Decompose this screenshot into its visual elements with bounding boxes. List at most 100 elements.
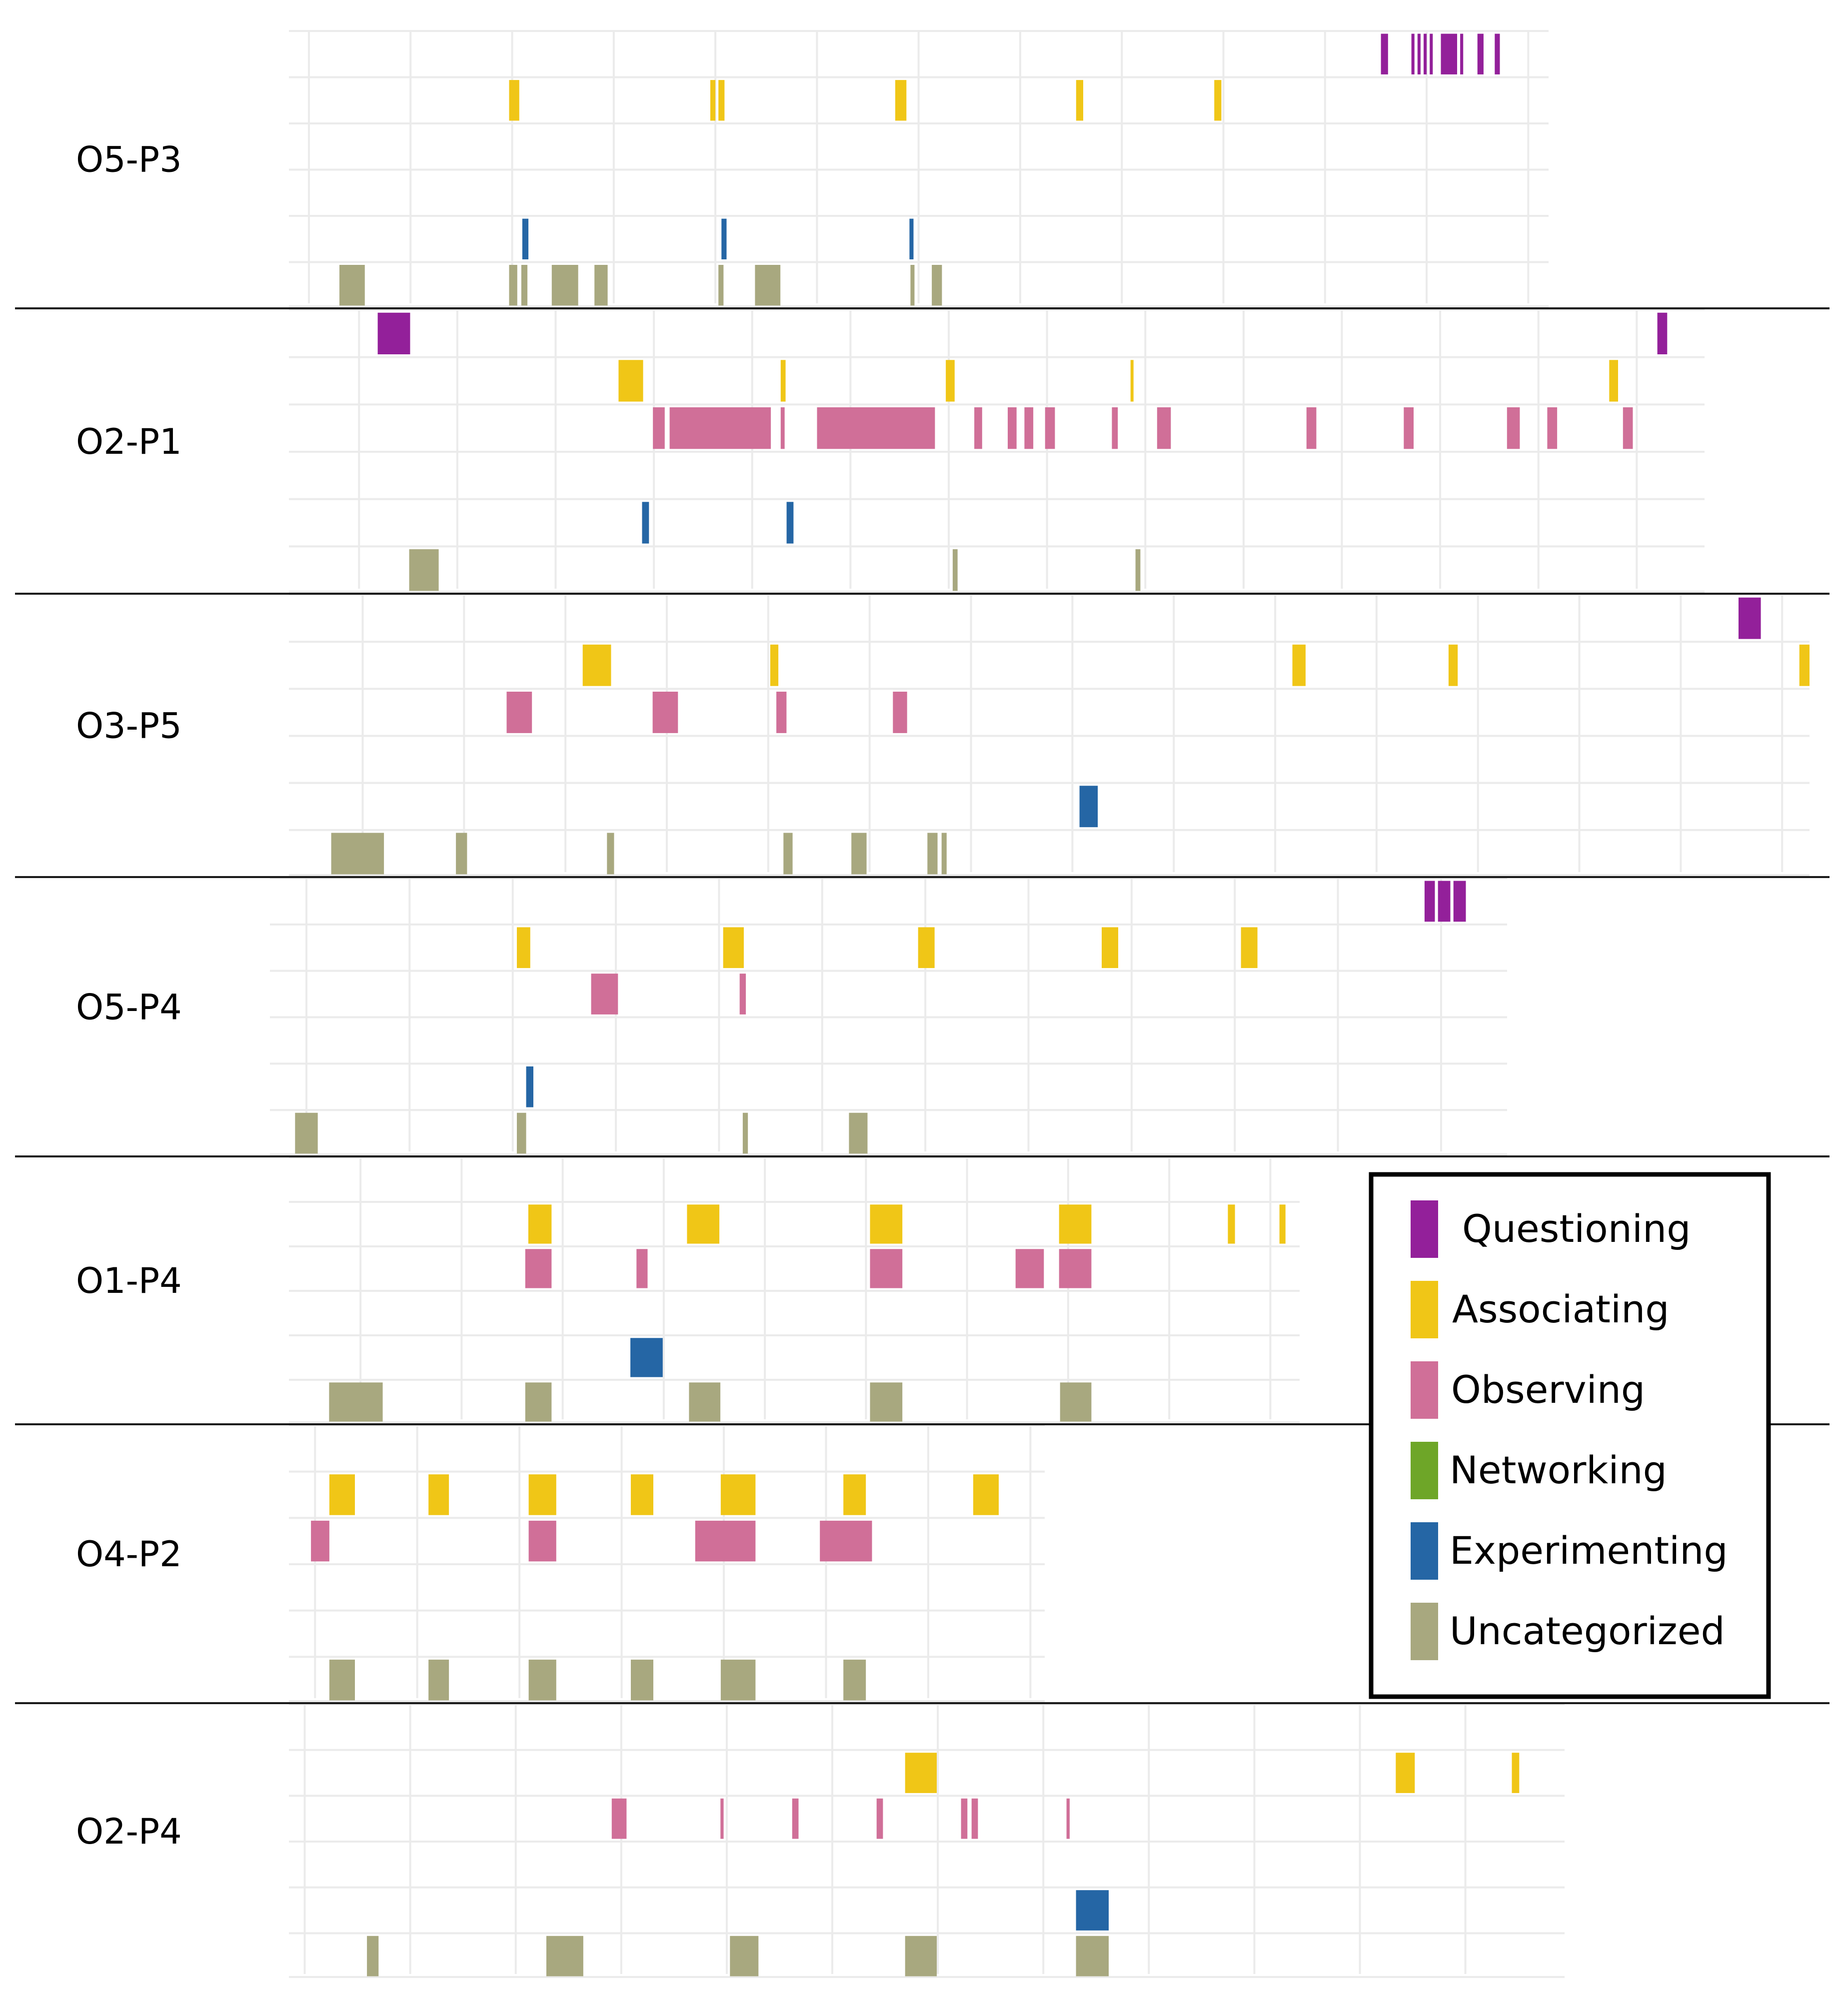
- event-bar-observing: [971, 1798, 978, 1839]
- event-bar-observing: [820, 1520, 872, 1562]
- event-bar-associating: [631, 1474, 653, 1515]
- event-bar-associating: [780, 360, 786, 402]
- event-bar-observing: [792, 1798, 799, 1839]
- event-bar-observing: [870, 1249, 903, 1288]
- event-bar-uncategorized: [329, 1659, 355, 1701]
- event-bar-questioning: [1411, 33, 1415, 74]
- event-bar-questioning: [1424, 881, 1435, 922]
- event-bar-uncategorized: [551, 265, 578, 306]
- legend-swatch-experimenting: [1411, 1522, 1438, 1580]
- event-bar-uncategorized: [783, 833, 793, 875]
- event-bar-observing: [1024, 407, 1034, 449]
- event-bar-questioning: [1430, 33, 1433, 74]
- event-bar-uncategorized: [409, 549, 439, 591]
- event-bar-uncategorized: [428, 1659, 449, 1701]
- event-bar-observing: [974, 407, 982, 449]
- event-bar-experimenting: [526, 1066, 533, 1107]
- event-bar-uncategorized: [941, 833, 947, 875]
- panel-o2-p1: O2-P1: [76, 309, 1705, 593]
- event-bar-associating: [1059, 1204, 1092, 1244]
- event-bar-associating: [1448, 644, 1458, 686]
- legend-label-uncategorized: Uncategorized: [1450, 1609, 1725, 1653]
- event-bar-observing: [591, 974, 618, 1014]
- event-bar-associating: [329, 1474, 355, 1515]
- event-bar-associating: [1130, 360, 1134, 402]
- event-bar-uncategorized: [528, 1659, 556, 1701]
- event-bar-observing: [893, 692, 907, 733]
- event-bar-uncategorized: [525, 1382, 552, 1422]
- event-bar-uncategorized: [456, 833, 467, 875]
- event-bar-uncategorized: [517, 1112, 526, 1154]
- event-bar-observing: [636, 1249, 648, 1288]
- event-bar-uncategorized: [521, 265, 528, 306]
- event-bar-uncategorized: [720, 1659, 756, 1701]
- event-bar-associating: [1396, 1753, 1415, 1793]
- event-bar-experimenting: [786, 502, 794, 544]
- event-bar-uncategorized: [849, 1112, 868, 1154]
- event-bar-questioning: [1424, 33, 1427, 74]
- panels: O5-P3 O2-P1 O3-P5 O5-P4 O1-P4 O4-P2 O2-P4: [76, 30, 1810, 1978]
- event-bar-associating: [720, 1474, 756, 1515]
- event-bar-questioning: [1441, 33, 1457, 74]
- row-label: O4-P2: [76, 1534, 182, 1575]
- row-label: O2-P4: [76, 1811, 182, 1852]
- event-bar-observing: [1306, 407, 1317, 449]
- event-bar-observing: [876, 1798, 883, 1839]
- event-bar-observing: [1507, 407, 1520, 449]
- event-bar-associating: [1512, 1753, 1520, 1793]
- event-bar-questioning: [1495, 33, 1500, 74]
- event-bar-associating: [710, 80, 716, 121]
- event-bar-observing: [780, 407, 785, 449]
- event-bar-associating: [718, 80, 725, 121]
- event-bar-associating: [973, 1474, 999, 1515]
- event-bar-observing: [720, 1798, 724, 1839]
- event-bar-associating: [428, 1474, 449, 1515]
- event-bar-uncategorized: [1060, 1382, 1092, 1422]
- event-bar-questioning: [1438, 881, 1451, 922]
- event-bar-observing: [1112, 407, 1118, 449]
- event-bar-uncategorized: [367, 1936, 379, 1977]
- event-bar-observing: [669, 407, 771, 449]
- event-bar-experimenting: [1079, 786, 1098, 828]
- legend-label-associating: Associating: [1452, 1287, 1669, 1331]
- event-bar-experimenting: [630, 1338, 663, 1377]
- event-bar-observing: [311, 1520, 329, 1562]
- event-bar-uncategorized: [952, 549, 958, 591]
- event-bar-associating: [723, 927, 744, 969]
- event-bar-associating: [517, 927, 530, 969]
- event-bar-associating: [1241, 927, 1258, 969]
- event-bar-associating: [1292, 644, 1306, 686]
- event-bar-observing: [611, 1798, 627, 1839]
- event-bar-observing: [1547, 407, 1558, 449]
- event-bar-uncategorized: [932, 265, 942, 306]
- event-bar-questioning: [1460, 33, 1464, 74]
- event-bar-observing: [961, 1798, 968, 1839]
- event-bar-observing: [653, 407, 665, 449]
- event-bar-observing: [1066, 1798, 1070, 1839]
- event-bar-observing: [776, 692, 787, 733]
- event-bar-observing: [528, 1520, 556, 1562]
- event-bar-uncategorized: [509, 265, 517, 306]
- event-bar-observing: [1008, 407, 1017, 449]
- event-bar-observing: [695, 1520, 756, 1562]
- row-label: O2-P1: [76, 421, 182, 462]
- event-bar-associating: [528, 1474, 556, 1515]
- legend: Questioning Associating Observing Networ…: [1369, 1172, 1771, 1699]
- event-bar-experimenting: [642, 502, 649, 544]
- event-bar-questioning: [1453, 881, 1466, 922]
- panel-o5-p4: O5-P4: [76, 877, 1507, 1155]
- legend-label-observing: Observing: [1451, 1367, 1645, 1412]
- legend-label-questioning: Questioning: [1462, 1206, 1691, 1251]
- event-bar-associating: [582, 644, 611, 686]
- event-bar-observing: [1059, 1249, 1092, 1288]
- row-label: O5-P3: [76, 139, 182, 180]
- row-label: O3-P5: [76, 706, 182, 747]
- event-bar-uncategorized: [329, 1382, 383, 1422]
- event-bar-experimenting: [721, 218, 727, 259]
- event-bar-uncategorized: [689, 1382, 721, 1422]
- event-bar-questioning: [1739, 597, 1761, 639]
- event-bar-uncategorized: [295, 1112, 318, 1154]
- event-bar-uncategorized: [870, 1382, 903, 1422]
- event-bar-uncategorized: [631, 1659, 653, 1701]
